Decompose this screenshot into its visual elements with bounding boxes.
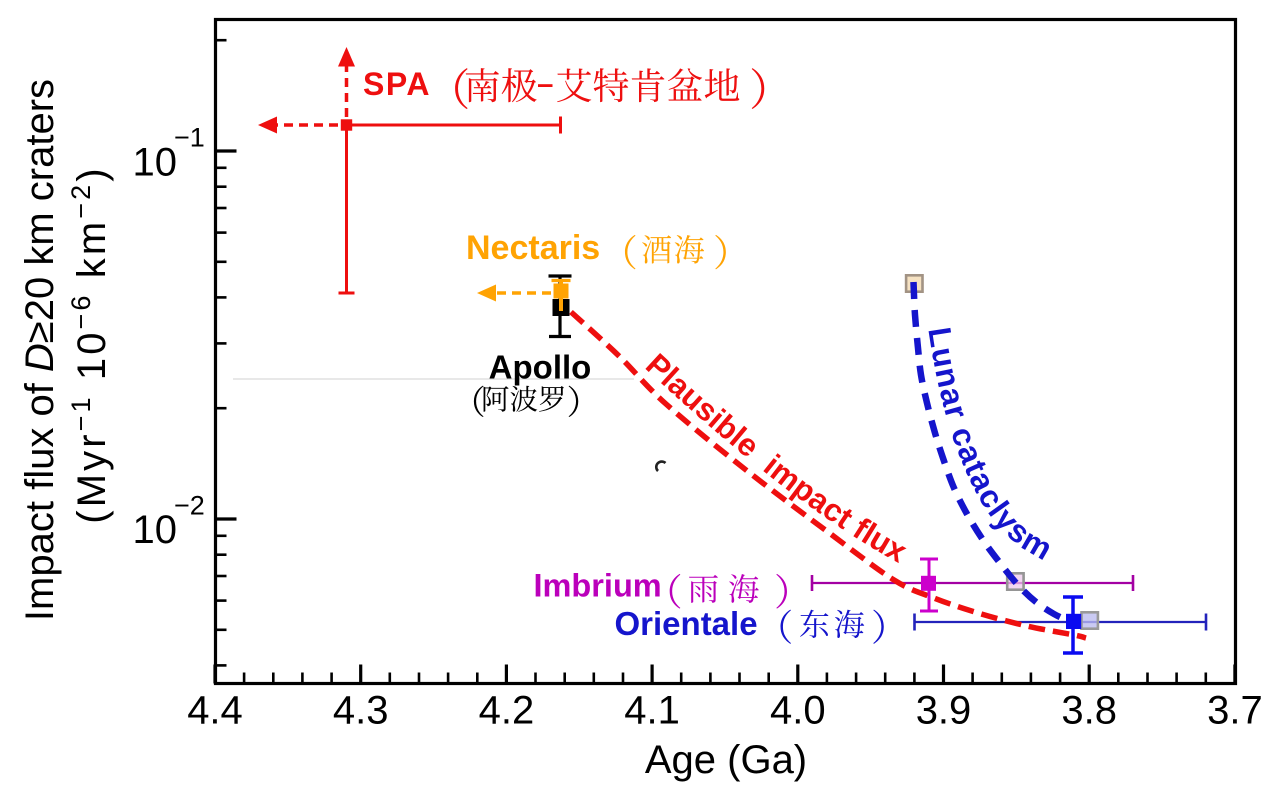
svg-text:Orientale: Orientale (615, 605, 758, 642)
svg-text:Age (Ga): Age (Ga) (645, 738, 807, 782)
svg-text:3.8: 3.8 (1061, 688, 1117, 732)
svg-text:(Myr−1 10−6 km−2): (Myr−1 10−6 km−2) (66, 165, 114, 523)
svg-text:4.4: 4.4 (187, 688, 243, 732)
svg-text:4.2: 4.2 (479, 688, 535, 732)
svg-text:10: 10 (133, 508, 178, 552)
svg-text:Nectaris: Nectaris (466, 229, 600, 267)
svg-text:SPA: SPA (363, 66, 431, 102)
svg-text:−1: −1 (174, 123, 205, 153)
svg-text:3.9: 3.9 (916, 688, 972, 732)
svg-text:3.7: 3.7 (1207, 688, 1263, 732)
svg-text:Impact flux of D≥20 km craters: Impact flux of D≥20 km craters (18, 79, 62, 621)
svg-text:4.3: 4.3 (333, 688, 389, 732)
svg-text:4.0: 4.0 (770, 688, 826, 732)
svg-text:4.1: 4.1 (624, 688, 680, 732)
svg-text:10: 10 (133, 140, 178, 184)
svg-text:Imbrium: Imbrium (534, 568, 662, 604)
svg-text:Apollo: Apollo (489, 348, 592, 385)
svg-text:−2: −2 (174, 490, 205, 520)
